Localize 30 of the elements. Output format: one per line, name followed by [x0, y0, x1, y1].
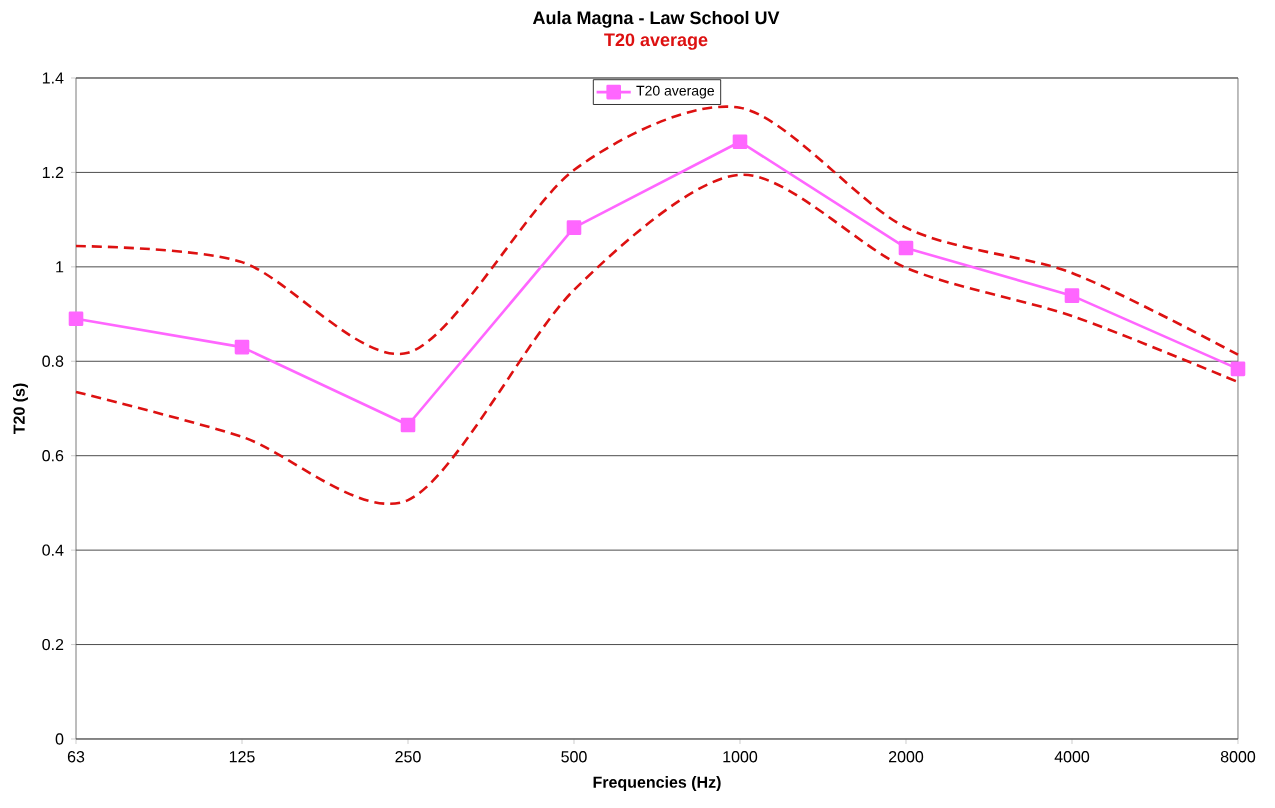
point — [898, 240, 914, 256]
point — [732, 134, 748, 150]
point — [1230, 361, 1246, 377]
y-tick-label: 1.4 — [42, 72, 64, 84]
y-tick-label: 1.2 — [42, 166, 64, 178]
x-tick-label: 2000 — [889, 751, 924, 763]
y-tick-label: 0.2 — [42, 638, 64, 651]
y-tick-label: 0.8 — [42, 355, 64, 367]
chart-subtitle: T20 average — [604, 33, 708, 50]
y-tick-label: 0.4 — [42, 544, 64, 556]
x-tick-label: 250 — [395, 751, 421, 763]
x-tick-label: 4000 — [1054, 751, 1090, 763]
x-tick-label: 500 — [561, 751, 587, 763]
chart-title: Aula Magna - Law School UV — [532, 10, 780, 28]
x-axis-title: Frequencies (Hz) — [593, 776, 721, 792]
point — [1064, 288, 1080, 303]
y-axis-title: T20 (s) — [13, 383, 28, 435]
point — [234, 339, 250, 355]
x-tick-label: 1000 — [723, 751, 758, 763]
point — [400, 417, 416, 433]
x-tick-label: 63 — [67, 751, 85, 763]
y-tick-label: 0 — [55, 733, 64, 745]
line-series — [74, 105, 1240, 356]
legend-label: T20 average — [636, 85, 715, 99]
y-tick-label: 1 — [56, 261, 64, 273]
point — [68, 311, 84, 327]
point — [566, 220, 582, 235]
x-tick-label: 8000 — [1220, 751, 1256, 763]
y-tick-label: 0.6 — [42, 450, 64, 462]
x-tick-label: 125 — [229, 751, 255, 763]
